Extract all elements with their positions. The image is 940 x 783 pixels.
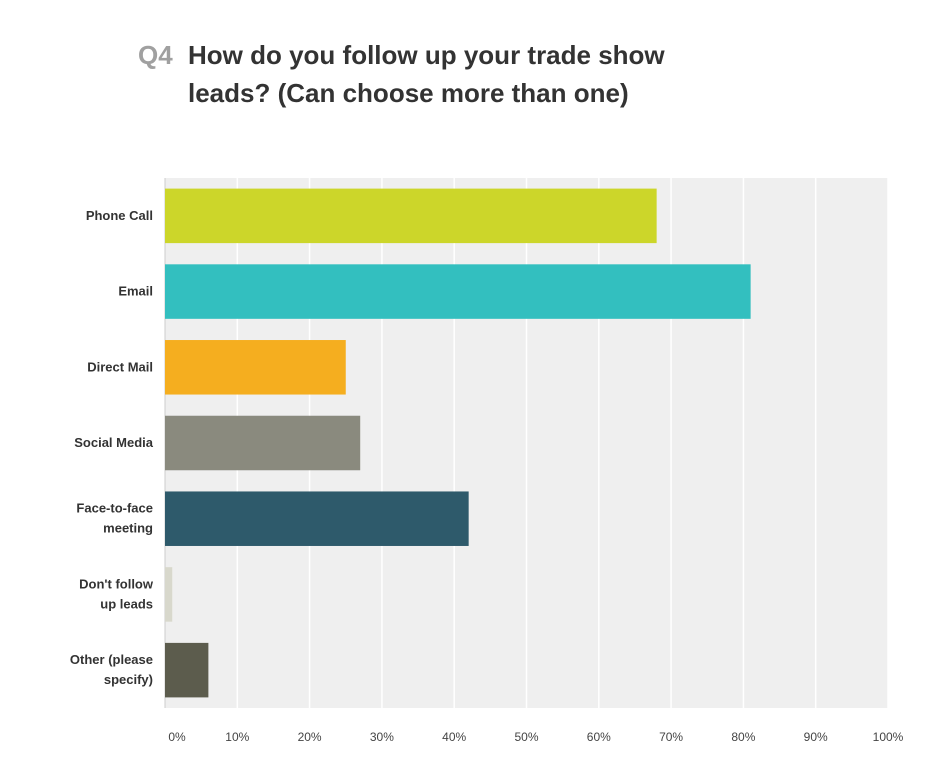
category-label: Email (118, 284, 153, 299)
bars (165, 188, 751, 698)
category-label: Face-to-face (76, 501, 153, 516)
chart-title-line-2: leads? (Can choose more than one) (188, 78, 629, 108)
x-tick-label: 10% (225, 730, 249, 744)
x-tick-label: 40% (442, 730, 466, 744)
chart-title-line-1: How do you follow up your trade show (188, 40, 665, 70)
x-tick-label: 30% (370, 730, 394, 744)
category-label: meeting (103, 521, 153, 536)
category-label: up leads (100, 596, 153, 611)
bar (165, 415, 361, 471)
category-labels: Phone Call Email Direct Mail Social Media Fa… (70, 208, 154, 687)
x-tick-label: 0% (168, 730, 186, 744)
category-label: Don't follow (79, 576, 154, 591)
x-tick-label: 70% (659, 730, 683, 744)
category-label: Other (please (70, 652, 153, 667)
bar (165, 340, 346, 395)
category-label: Phone Call (86, 208, 153, 223)
bar (165, 567, 173, 622)
category-label: Direct Mail (87, 359, 153, 374)
bar (165, 264, 751, 319)
category-label: specify) (104, 672, 153, 687)
bar (165, 188, 657, 244)
x-tick-label: 20% (298, 730, 322, 744)
bar (165, 491, 469, 546)
category-label: Social Media (74, 435, 154, 450)
x-tick-labels: 0% 10% 20% 30% 40% 50% 60% 70% 80% 90% 100% (168, 730, 903, 744)
x-tick-label: 60% (587, 730, 611, 744)
x-tick-label: 50% (514, 730, 538, 744)
x-tick-label: 80% (731, 730, 755, 744)
x-tick-label: 100% (873, 730, 904, 744)
bar (165, 642, 209, 698)
question-number: Q4 (138, 40, 173, 70)
x-tick-label: 90% (804, 730, 828, 744)
